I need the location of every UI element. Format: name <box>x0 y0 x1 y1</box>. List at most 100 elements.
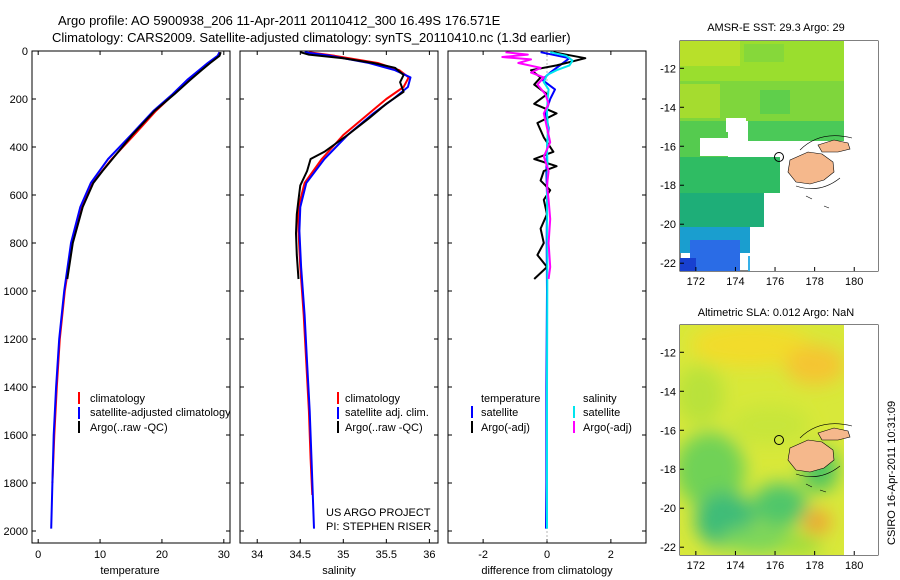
legend-temp-argo-label: Argo(-adj) <box>481 422 530 434</box>
x-tick-label: 0 <box>544 549 550 561</box>
salinity-axes-frame <box>239 50 439 544</box>
sla-missing <box>844 325 878 555</box>
legend-satellite-label: satellite-adjusted climatology <box>90 407 231 419</box>
sst-field <box>680 41 878 271</box>
sst-patch <box>690 240 740 271</box>
legend-sal-satellite-label: satellite <box>583 407 620 419</box>
viti-levu-island <box>787 439 835 473</box>
x-tick-label: 10 <box>94 549 106 561</box>
vanua-levu-island <box>817 139 851 153</box>
x-tick-label: 30 <box>218 549 230 561</box>
temperature-series <box>50 51 222 529</box>
map-x-tick-label: 174 <box>726 560 744 572</box>
legend-satellite-label: satellite adj. clim. <box>345 407 429 419</box>
y-tick-label: 1600 <box>4 430 28 442</box>
map-x-tick-label: 180 <box>845 276 863 288</box>
y-tick-label: 600 <box>10 190 28 202</box>
difference-series <box>501 51 587 529</box>
sst-patch <box>680 258 696 271</box>
reef-outline <box>795 135 853 209</box>
sla-field <box>680 325 878 555</box>
sst-patch <box>680 157 780 193</box>
sst-map-title: AMSR-E SST: 29.3 Argo: 29 <box>707 22 845 34</box>
y-tick-label: 800 <box>10 238 28 250</box>
difference-legend: temperature salinity satellite Argo(-adj… <box>471 393 632 434</box>
y-tick-label: 1800 <box>4 478 28 490</box>
y-tick-label: 2000 <box>4 526 28 538</box>
sla-patch <box>778 535 822 555</box>
difference-xlabel: difference from climatology <box>481 565 613 577</box>
sla-patch <box>680 365 724 425</box>
sst-missing <box>750 254 850 271</box>
y-tick-label: 0 <box>22 46 28 58</box>
vanua-levu-island <box>817 427 851 441</box>
map-y-tick-label: -12 <box>660 63 676 75</box>
legend-argo-label: Argo(..raw -QC) <box>90 422 168 434</box>
x-tick-label: 0 <box>35 549 41 561</box>
salinity-ticks: 34 34.5 35 35.5 36 <box>240 50 438 561</box>
map-y-tick-label: -18 <box>660 180 676 192</box>
sla-patch <box>803 510 831 534</box>
series-line-argo-raw-qc <box>66 51 222 280</box>
sst-missing <box>726 118 746 132</box>
x-tick-label: 2 <box>608 549 614 561</box>
series-line-satellite-adj-clim <box>298 51 412 529</box>
temperature-xlabel: temperature <box>100 565 159 577</box>
sla-patch <box>752 483 808 527</box>
map-x-tick-label: 172 <box>687 276 705 288</box>
y-tick-label: 1000 <box>4 286 28 298</box>
x-tick-label: 35.5 <box>376 549 397 561</box>
map-y-tick-label: -18 <box>660 464 676 476</box>
map-x-tick-label: 178 <box>805 276 823 288</box>
map-x-tick-label: 176 <box>766 560 784 572</box>
project-credit: US ARGO PROJECT <box>326 507 431 519</box>
fiji-land <box>787 423 853 493</box>
y-tick-label: 1200 <box>4 334 28 346</box>
legend-salinity-header: salinity <box>583 393 617 405</box>
fiji-land <box>787 135 853 209</box>
salinity-series <box>295 51 412 529</box>
header-line-1: Argo profile: AO 5900938_206 11-Apr-2011… <box>58 13 501 28</box>
viti-levu-island <box>787 151 835 185</box>
map-x-tick-label: 172 <box>687 560 705 572</box>
difference-panel: -2 0 2 difference from climatology tempera… <box>447 50 647 577</box>
map-y-tick-label: -16 <box>660 141 676 153</box>
x-tick-label: -2 <box>478 549 488 561</box>
legend-temp-satellite-label: satellite <box>481 407 518 419</box>
series-line-salinity-argo-adj <box>501 51 552 280</box>
legend-climatology-label: climatology <box>345 393 401 405</box>
sst-missing <box>844 41 878 271</box>
csiro-timestamp: CSIRO 16-Apr-2011 10:31:09 <box>886 401 898 545</box>
legend-climatology-label: climatology <box>90 393 146 405</box>
sst-patch <box>760 90 790 114</box>
map-y-tick-label: -12 <box>660 347 676 359</box>
sst-map-panel: AMSR-E SST: 29.3 Argo: 29 <box>660 22 879 288</box>
argo-float-marker <box>774 152 784 162</box>
salinity-xlabel: salinity <box>322 565 356 577</box>
series-line-satellite-adjusted-climatology <box>50 51 221 529</box>
sst-patch <box>744 44 784 62</box>
x-tick-label: 34.5 <box>290 549 311 561</box>
series-line-argo-raw-qc <box>295 51 405 280</box>
sst-patch <box>680 193 764 227</box>
legend-sal-argo-label: Argo(-adj) <box>583 422 632 434</box>
sst-missing <box>700 138 740 156</box>
map-x-tick-label: 180 <box>845 560 863 572</box>
sla-map-ticks: 172 174 176 178 180 -12 -14 -16 -18 -20 -22 <box>660 347 863 572</box>
x-tick-label: 36 <box>423 549 435 561</box>
map-x-tick-label: 174 <box>726 276 744 288</box>
y-tick-label: 200 <box>10 94 28 106</box>
x-tick-label: 20 <box>156 549 168 561</box>
legend-argo-label: Argo(..raw -QC) <box>345 422 423 434</box>
sla-patch <box>730 405 810 445</box>
y-tick-label: 1400 <box>4 382 28 394</box>
header-line-2: Climatology: CARS2009. Satellite-adjuste… <box>52 30 571 45</box>
legend-temperature-header: temperature <box>481 393 540 405</box>
map-x-tick-label: 176 <box>766 276 784 288</box>
y-tick-label: 400 <box>10 142 28 154</box>
temperature-panel: 0 10 20 30 0 200 400 600 800 1000 1200 1400 1600 1800… <box>4 46 232 577</box>
map-y-tick-label: -16 <box>660 425 676 437</box>
sla-map-panel: Altimetric SLA: 0.012 Argo: NaN <box>660 307 879 572</box>
pi-credit: PI: STEPHEN RISER <box>326 521 431 533</box>
